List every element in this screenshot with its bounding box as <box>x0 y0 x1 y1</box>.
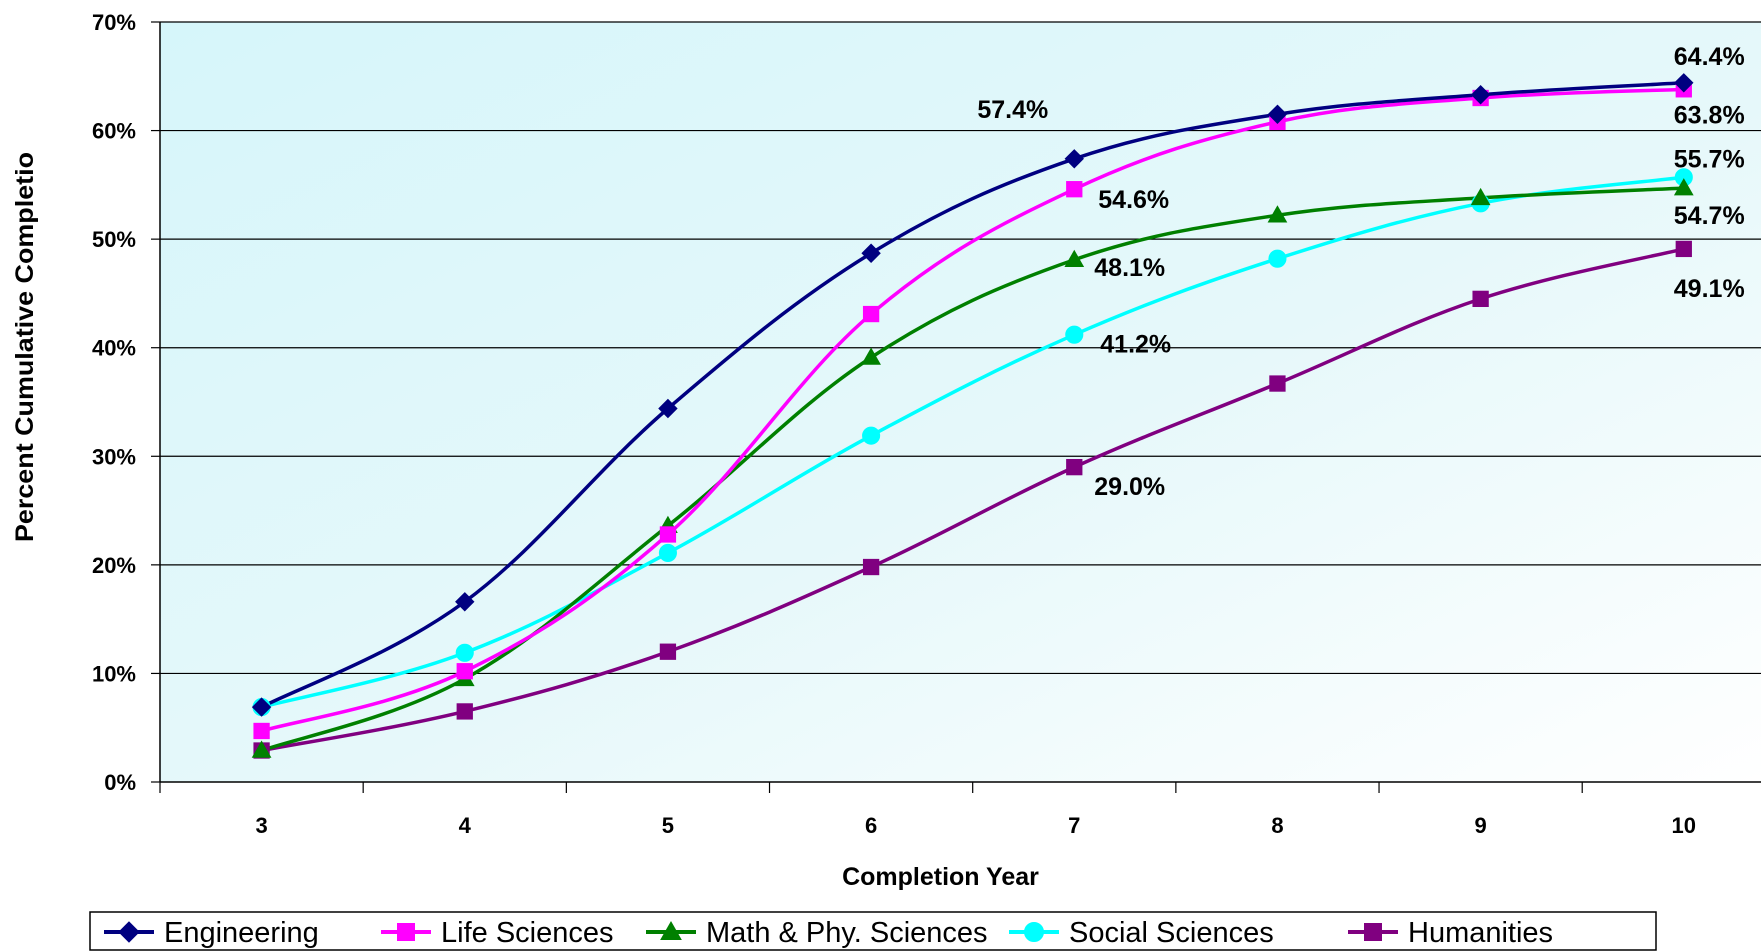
series-line <box>261 87 1684 733</box>
y-tick-label: 20% <box>92 553 136 578</box>
legend: Engineering Life Sciences Math & Phy. Scie… <box>89 911 1657 951</box>
y-tick-label: 70% <box>92 10 136 35</box>
data-point-marker <box>1066 181 1083 198</box>
y-tick-label: 30% <box>92 444 136 469</box>
y-tick-label: 10% <box>92 661 136 686</box>
data-point-marker <box>1065 325 1084 344</box>
data-label: 48.1% <box>1094 254 1165 282</box>
x-axis-tick-labels: 3 4 5 6 7 8 9 10 <box>255 813 1696 838</box>
y-axis-title: Percent Cumulative Completio <box>11 152 39 542</box>
data-point-marker <box>658 398 678 419</box>
series-line <box>261 247 1685 753</box>
data-label: 54.7% <box>1674 202 1745 230</box>
data-point-marker <box>659 643 677 660</box>
plot-area <box>160 22 1761 782</box>
data-point-marker <box>862 558 880 576</box>
x-tick-label: 10 <box>1672 813 1696 838</box>
legend-label: Math & Phy. Sciences <box>706 917 988 949</box>
data-point-marker <box>253 722 270 740</box>
data-point-marker <box>251 697 272 717</box>
axes <box>151 21 1761 793</box>
series-lines <box>260 81 1685 753</box>
data-label: 49.1% <box>1674 275 1745 303</box>
data-point-marker <box>862 426 881 445</box>
data-point-marker <box>1673 178 1694 196</box>
x-tick-label: 3 <box>255 813 267 838</box>
data-point-marker <box>861 243 881 263</box>
data-point-marker <box>1472 290 1489 308</box>
x-tick-label: 4 <box>459 813 472 838</box>
data-point-marker <box>861 347 881 365</box>
legend-label: Humanities <box>1408 917 1553 949</box>
data-point-marker <box>456 663 473 680</box>
gridlines <box>160 21 1761 675</box>
data-point-marker <box>1066 458 1083 476</box>
data-point-marker <box>456 703 473 720</box>
y-tick-label: 40% <box>92 336 136 361</box>
data-point-marker <box>660 920 682 940</box>
data-point-marker <box>1267 104 1288 124</box>
data-point-marker <box>455 592 475 612</box>
legend-label: Life Sciences <box>441 917 614 949</box>
data-point-marker <box>1064 149 1084 169</box>
y-tick-label: 0% <box>104 770 136 795</box>
legend-box <box>89 911 1657 951</box>
series-markers <box>251 73 1694 759</box>
data-label: 54.6% <box>1098 186 1169 214</box>
x-tick-label: 8 <box>1271 813 1283 838</box>
x-tick-label: 5 <box>662 813 674 838</box>
data-label: 63.8% <box>1674 101 1745 129</box>
legend-label: Engineering <box>164 917 319 949</box>
data-point-marker <box>1024 922 1044 942</box>
data-point-marker <box>1267 205 1288 223</box>
data-point-marker <box>251 740 272 758</box>
data-labels: 57.4% 54.6% 48.1% 41.2% 29.0% 64.4% 63.8% 55.7%… <box>977 43 1744 501</box>
data-point-marker <box>1064 249 1085 268</box>
series-line <box>261 175 1685 709</box>
data-label: 29.0% <box>1094 473 1165 501</box>
data-point-marker <box>659 526 677 543</box>
series-line <box>260 81 1684 709</box>
x-tick-label: 6 <box>865 813 877 838</box>
data-point-marker <box>118 921 140 943</box>
data-label: 64.4% <box>1674 43 1745 71</box>
data-point-marker <box>1674 73 1694 93</box>
data-point-marker <box>1269 375 1286 392</box>
data-label: 55.7% <box>1674 145 1745 173</box>
data-point-marker <box>1470 187 1491 206</box>
data-label: 41.2% <box>1100 331 1171 359</box>
data-label: 57.4% <box>977 96 1048 124</box>
data-point-marker <box>397 923 415 941</box>
data-point-marker <box>862 305 880 323</box>
y-tick-label: 50% <box>92 227 136 252</box>
data-point-marker <box>1675 240 1692 258</box>
data-point-marker <box>1268 249 1287 268</box>
x-axis-title: Completion Year <box>842 863 1039 891</box>
data-point-marker <box>1364 923 1382 941</box>
y-axis-tick-labels: 0% 10% 20% 30% 40% 50% 60% 70% <box>92 10 136 795</box>
x-tick-label: 7 <box>1068 813 1080 838</box>
legend-label: Social Sciences <box>1069 917 1274 949</box>
data-point-marker <box>455 643 474 662</box>
y-tick-label: 60% <box>92 119 136 144</box>
x-tick-label: 9 <box>1474 813 1486 838</box>
series-line <box>261 186 1684 753</box>
data-point-marker <box>658 543 677 562</box>
data-point-marker <box>1470 85 1491 105</box>
